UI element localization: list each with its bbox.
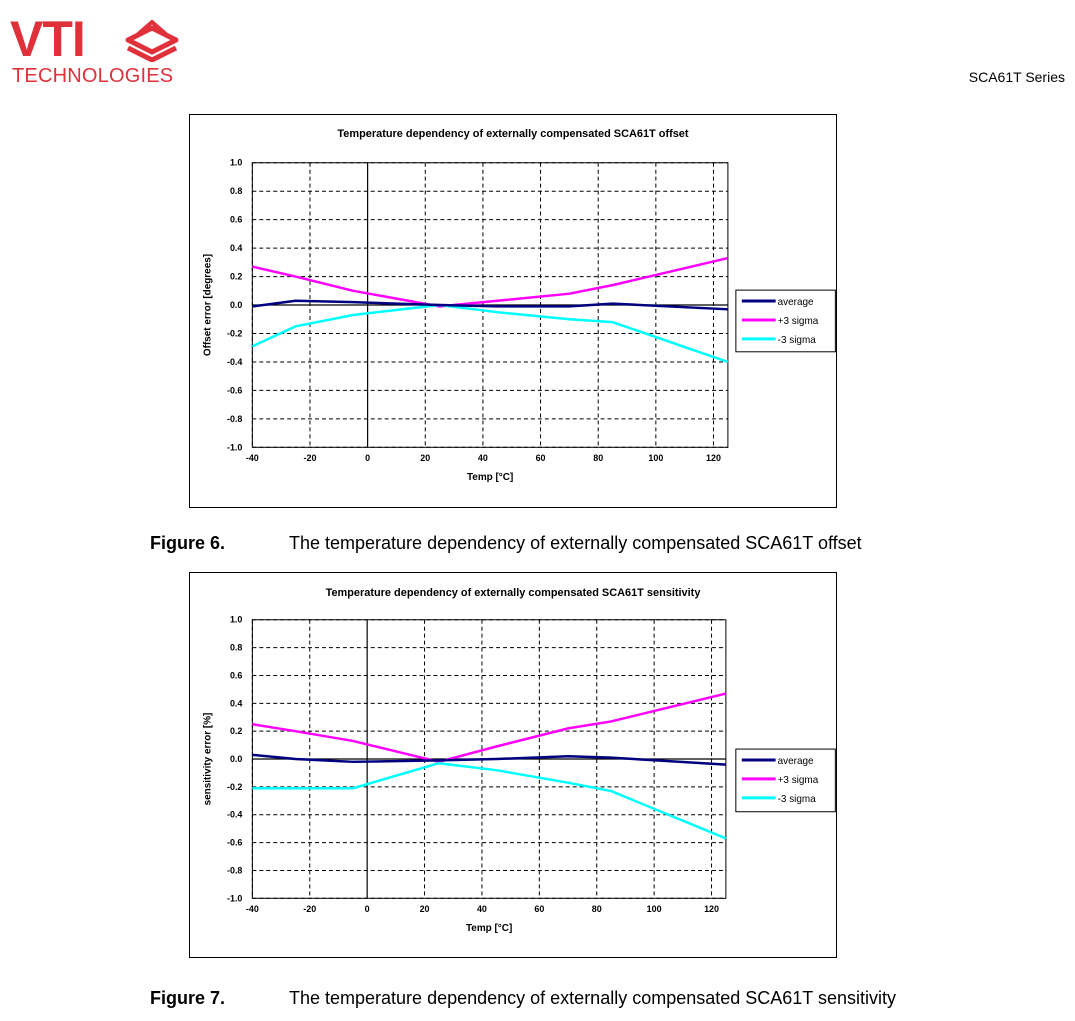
y-axis-label: sensitivity error [%]: [203, 713, 214, 806]
y-axis-label: Offset error [degrees]: [203, 254, 214, 356]
figure-6-caption: Figure 6. The temperature dependency of …: [150, 533, 970, 557]
y-tick-label: 1.0: [230, 158, 242, 168]
y-tick-label: -0.6: [227, 838, 242, 848]
y-tick-label: -0.6: [227, 385, 242, 395]
y-tick-label: -0.2: [227, 328, 242, 338]
x-tick-label: 80: [592, 904, 602, 914]
x-tick-label: 60: [534, 904, 544, 914]
figure-7-caption: Figure 7. The temperature dependency of …: [150, 988, 1010, 1012]
x-tick-label: 120: [704, 904, 719, 914]
x-tick-label: 0: [365, 453, 370, 463]
series-line--3-sigma: [252, 256, 729, 308]
offset-chart: Temperature dependency of externally com…: [189, 114, 837, 508]
x-tick-label: 20: [420, 904, 430, 914]
y-tick-label: 0.8: [230, 643, 242, 653]
x-tick-label: -20: [304, 453, 317, 463]
x-tick-label: 40: [478, 453, 488, 463]
x-axis-label: Temp [°C]: [466, 923, 512, 934]
vti-logo: VTI TECHNOLOGIES: [10, 14, 185, 88]
y-tick-label: -0.8: [227, 865, 242, 875]
x-tick-label: 80: [593, 453, 603, 463]
y-tick-label: -0.2: [227, 782, 242, 792]
x-tick-label: 40: [477, 904, 487, 914]
x-tick-label: 60: [536, 453, 546, 463]
legend-label: -3 sigma: [778, 335, 817, 346]
x-tick-label: 100: [647, 904, 662, 914]
legend-label: +3 sigma: [778, 775, 819, 786]
series-line-average: [252, 299, 728, 311]
offset-chart-svg: Temperature dependency of externally com…: [203, 128, 836, 483]
y-tick-label: 0.2: [230, 726, 242, 736]
y-tick-label: 0.0: [230, 754, 242, 764]
y-tick-label: -0.4: [227, 357, 242, 367]
series-line-average: [252, 753, 726, 766]
y-tick-label: -1.0: [227, 893, 242, 903]
figure-7-text: The temperature dependency of externally…: [289, 988, 896, 1008]
figure-6-text: The temperature dependency of externally…: [289, 533, 862, 553]
figure-6-label: Figure 6.: [150, 533, 226, 553]
x-axis-label: Temp [°C]: [467, 472, 513, 483]
y-tick-label: -0.8: [227, 414, 242, 424]
y-tick-label: -0.4: [227, 810, 242, 820]
y-tick-label: 0.0: [230, 300, 242, 310]
x-tick-label: -40: [246, 904, 259, 914]
series-line--3-sigma: [252, 692, 727, 764]
chart-title: Temperature dependency of externally com…: [337, 128, 688, 140]
legend-label: +3 sigma: [778, 316, 819, 327]
x-tick-label: -40: [246, 453, 259, 463]
x-tick-label: -20: [303, 904, 316, 914]
y-tick-label: 0.8: [230, 186, 242, 196]
figure-7-label: Figure 7.: [150, 988, 226, 1008]
series-line--3-sigma: [252, 761, 727, 840]
y-tick-label: 0.4: [230, 698, 242, 708]
x-tick-label: 20: [420, 453, 430, 463]
y-tick-label: 0.6: [230, 215, 242, 225]
series-line--3-sigma: [251, 303, 729, 364]
sensitivity-chart: Temperature dependency of externally com…: [189, 572, 837, 958]
y-tick-label: 0.4: [230, 243, 242, 253]
legend-label: average: [778, 297, 814, 308]
logo-wordmark: VTI: [10, 11, 86, 67]
sensitivity-chart-svg: Temperature dependency of externally com…: [203, 587, 836, 934]
x-tick-label: 100: [648, 453, 663, 463]
y-tick-label: 0.2: [230, 272, 242, 282]
chart-title: Temperature dependency of externally com…: [326, 587, 702, 599]
legend-label: average: [778, 756, 814, 767]
logo-layers-icon: [125, 20, 179, 62]
x-tick-label: 120: [706, 453, 721, 463]
legend-label: -3 sigma: [778, 794, 817, 805]
x-tick-label: 0: [365, 904, 370, 914]
series-label: SCA61T Series: [968, 69, 1065, 85]
logo-subtext: TECHNOLOGIES: [12, 65, 174, 87]
y-tick-label: 0.6: [230, 670, 242, 680]
y-tick-label: 1.0: [230, 615, 242, 625]
y-tick-label: -1.0: [227, 442, 242, 452]
